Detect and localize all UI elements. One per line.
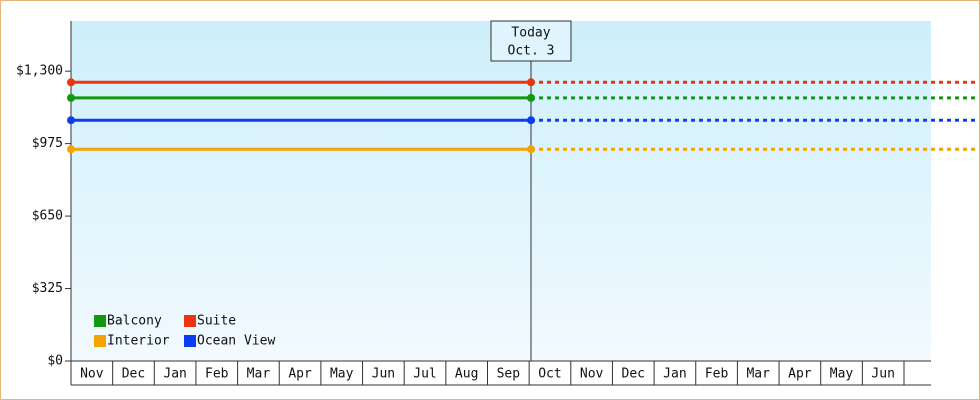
legend-swatch xyxy=(184,315,196,327)
x-tick-label: May xyxy=(330,367,354,382)
legend-label: Ocean View xyxy=(197,334,275,349)
x-tick-label: Jan xyxy=(663,367,686,382)
x-tick-label: Nov xyxy=(80,367,104,382)
series-point xyxy=(67,93,75,102)
today-title: Today xyxy=(511,26,550,41)
x-tick-label: Feb xyxy=(205,367,229,382)
y-tick-label: $325 xyxy=(32,281,63,296)
legend-label: Balcony xyxy=(107,314,162,329)
legend-label: Interior xyxy=(107,334,170,349)
x-tick-label: Apr xyxy=(288,367,312,382)
y-tick-label: $650 xyxy=(32,209,63,224)
legend-label: Suite xyxy=(197,314,236,329)
series-point xyxy=(527,78,535,87)
x-tick-label: Oct xyxy=(538,367,561,382)
x-tick-label: Jan xyxy=(163,367,186,382)
x-tick-label: Apr xyxy=(788,367,812,382)
x-tick-label: Jun xyxy=(871,367,894,382)
legend-swatch xyxy=(184,335,196,347)
y-tick-label: $0 xyxy=(47,354,63,369)
series-point xyxy=(527,145,535,154)
x-tick-label: Mar xyxy=(247,367,271,382)
x-tick-label: Mar xyxy=(746,367,770,382)
series-point xyxy=(527,116,535,125)
legend-swatch xyxy=(94,315,106,327)
y-tick-label: $975 xyxy=(32,136,63,151)
today-date: Oct. 3 xyxy=(508,44,555,59)
x-tick-label: Nov xyxy=(580,367,604,382)
x-tick-label: Dec xyxy=(122,367,145,382)
x-tick-label: Dec xyxy=(622,367,645,382)
today-box xyxy=(490,20,572,62)
x-tick-label: Feb xyxy=(705,367,729,382)
series-point xyxy=(527,93,535,102)
x-tick-label: May xyxy=(830,367,854,382)
plot-background xyxy=(71,21,931,361)
legend-swatch xyxy=(94,335,106,347)
x-tick-label: Sep xyxy=(497,367,521,382)
series-point xyxy=(67,116,75,125)
x-tick-label: Aug xyxy=(455,367,478,382)
series-point xyxy=(67,78,75,87)
y-tick-label: $1,300 xyxy=(16,64,63,79)
series-point xyxy=(67,145,75,154)
x-tick-label: Jun xyxy=(372,367,395,382)
x-tick-label: Jul xyxy=(413,367,436,382)
